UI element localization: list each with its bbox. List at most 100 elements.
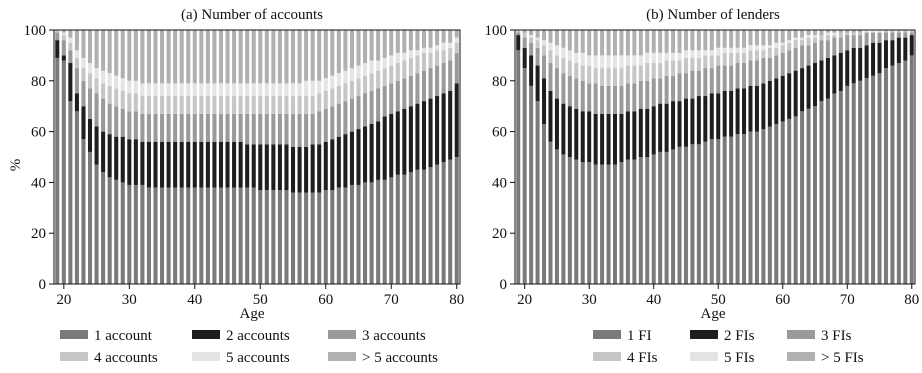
bar-segment	[780, 30, 785, 43]
bar-segment	[408, 30, 413, 51]
bar-segment	[742, 47, 747, 53]
bar-segment	[310, 192, 315, 284]
bar-segment	[567, 30, 572, 51]
bar-segment	[225, 83, 230, 97]
bar-segment	[696, 30, 701, 51]
bar-segment	[55, 30, 60, 33]
bar-segment	[883, 40, 888, 69]
y-tick-label: 0	[500, 277, 508, 293]
bar-segment	[225, 30, 230, 84]
bar-segment	[199, 187, 204, 284]
bar-segment	[133, 30, 138, 81]
bar-segment	[516, 32, 521, 36]
bar-segment	[580, 65, 585, 81]
bar-segment	[199, 96, 204, 114]
bar-segment	[173, 141, 178, 188]
legend-label: 5 accounts	[226, 350, 290, 366]
bar-segment	[742, 88, 747, 135]
bar-segment	[600, 55, 605, 69]
bar-segment	[800, 45, 805, 69]
bar-segment	[858, 35, 863, 48]
bar-segment	[825, 35, 830, 41]
y-tick-label: 0	[39, 277, 47, 293]
bar-segment	[638, 55, 643, 66]
bar-segment	[179, 30, 184, 84]
bar-segment	[258, 113, 263, 145]
legend-swatch	[690, 352, 718, 361]
bar-segment	[376, 179, 381, 284]
bar-segment	[722, 52, 727, 66]
bar-segment	[703, 68, 708, 97]
bar-segment	[179, 141, 184, 188]
legend-label: 2 accounts	[226, 328, 290, 344]
bar-segment	[851, 32, 856, 36]
bar-segment	[428, 68, 433, 99]
bar-segment	[761, 45, 766, 51]
bar-segment	[81, 68, 86, 81]
bar-segment	[330, 88, 335, 107]
bar-segment	[284, 190, 289, 284]
bar-segment	[593, 55, 598, 69]
bar-segment	[421, 169, 427, 284]
bar-segment	[613, 85, 617, 114]
legend-swatch	[192, 352, 220, 361]
bars-group	[516, 30, 914, 285]
bar-segment	[651, 78, 656, 107]
bar-segment	[800, 30, 805, 38]
bar-segment	[516, 50, 521, 284]
bar-segment	[271, 96, 276, 114]
bar-segment	[522, 30, 527, 33]
bar-segment	[101, 98, 106, 132]
bar-segment	[408, 75, 413, 107]
bar-segment	[336, 136, 341, 188]
bar-segment	[593, 113, 598, 165]
bar-segment	[435, 65, 440, 97]
bar-segment	[606, 30, 611, 56]
bar-segment	[896, 30, 901, 33]
bar-segment	[101, 131, 106, 173]
bar-segment	[408, 50, 413, 58]
bar-segment	[87, 151, 93, 284]
bar-segment	[61, 32, 66, 36]
bar-segment	[806, 108, 811, 285]
bar-segment	[742, 52, 747, 64]
bar-segment	[813, 63, 817, 107]
bar-segment	[806, 30, 811, 36]
bar-segment	[87, 73, 93, 89]
y-tick-label: 80	[492, 74, 507, 90]
bar-segment	[632, 159, 637, 284]
bar-segment	[529, 42, 534, 56]
bar-segment	[225, 96, 230, 114]
bar-segment	[735, 52, 740, 64]
legend-swatch	[60, 352, 88, 361]
bar-segment	[671, 52, 676, 61]
bar-segment	[330, 30, 335, 76]
bar-segment	[909, 35, 914, 56]
bar-segment	[664, 30, 669, 53]
bar-segment	[133, 111, 138, 140]
bar-segment	[838, 37, 843, 53]
legend-swatch	[328, 352, 356, 361]
bar-segment	[415, 50, 420, 56]
bar-segment	[382, 30, 387, 58]
bar-segment	[212, 96, 217, 114]
bar-segment	[754, 45, 759, 51]
legend-swatch	[690, 330, 718, 339]
bar-segment	[767, 57, 772, 81]
bar-segment	[658, 103, 663, 152]
bar-segment	[428, 98, 433, 168]
bar-segment	[408, 57, 413, 76]
x-tick-label: 80	[449, 292, 464, 308]
bar-segment	[74, 57, 79, 69]
bar-segment	[554, 45, 559, 56]
bar-segment	[535, 65, 540, 102]
bar-segment	[81, 57, 86, 69]
bar-segment	[813, 37, 817, 43]
bar-segment	[356, 78, 361, 97]
bar-segment	[690, 57, 695, 71]
bar-segment	[800, 68, 805, 112]
bar-segment	[696, 50, 701, 58]
bar-segment	[310, 113, 315, 145]
bar-segment	[529, 35, 534, 38]
